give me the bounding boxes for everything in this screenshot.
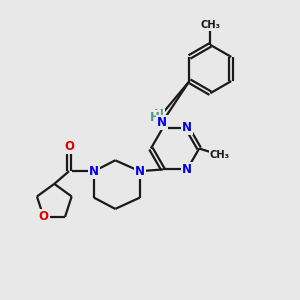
Text: CH₃: CH₃ (200, 20, 220, 30)
Text: O: O (39, 210, 49, 224)
Text: N: N (182, 121, 192, 134)
Text: N: N (182, 163, 192, 176)
Text: H: H (154, 108, 164, 121)
Text: N: N (135, 165, 145, 178)
Text: N: N (157, 116, 166, 129)
Text: H: H (150, 111, 160, 124)
Text: N: N (89, 165, 99, 178)
Text: CH₃: CH₃ (210, 150, 230, 160)
Text: O: O (64, 140, 74, 153)
